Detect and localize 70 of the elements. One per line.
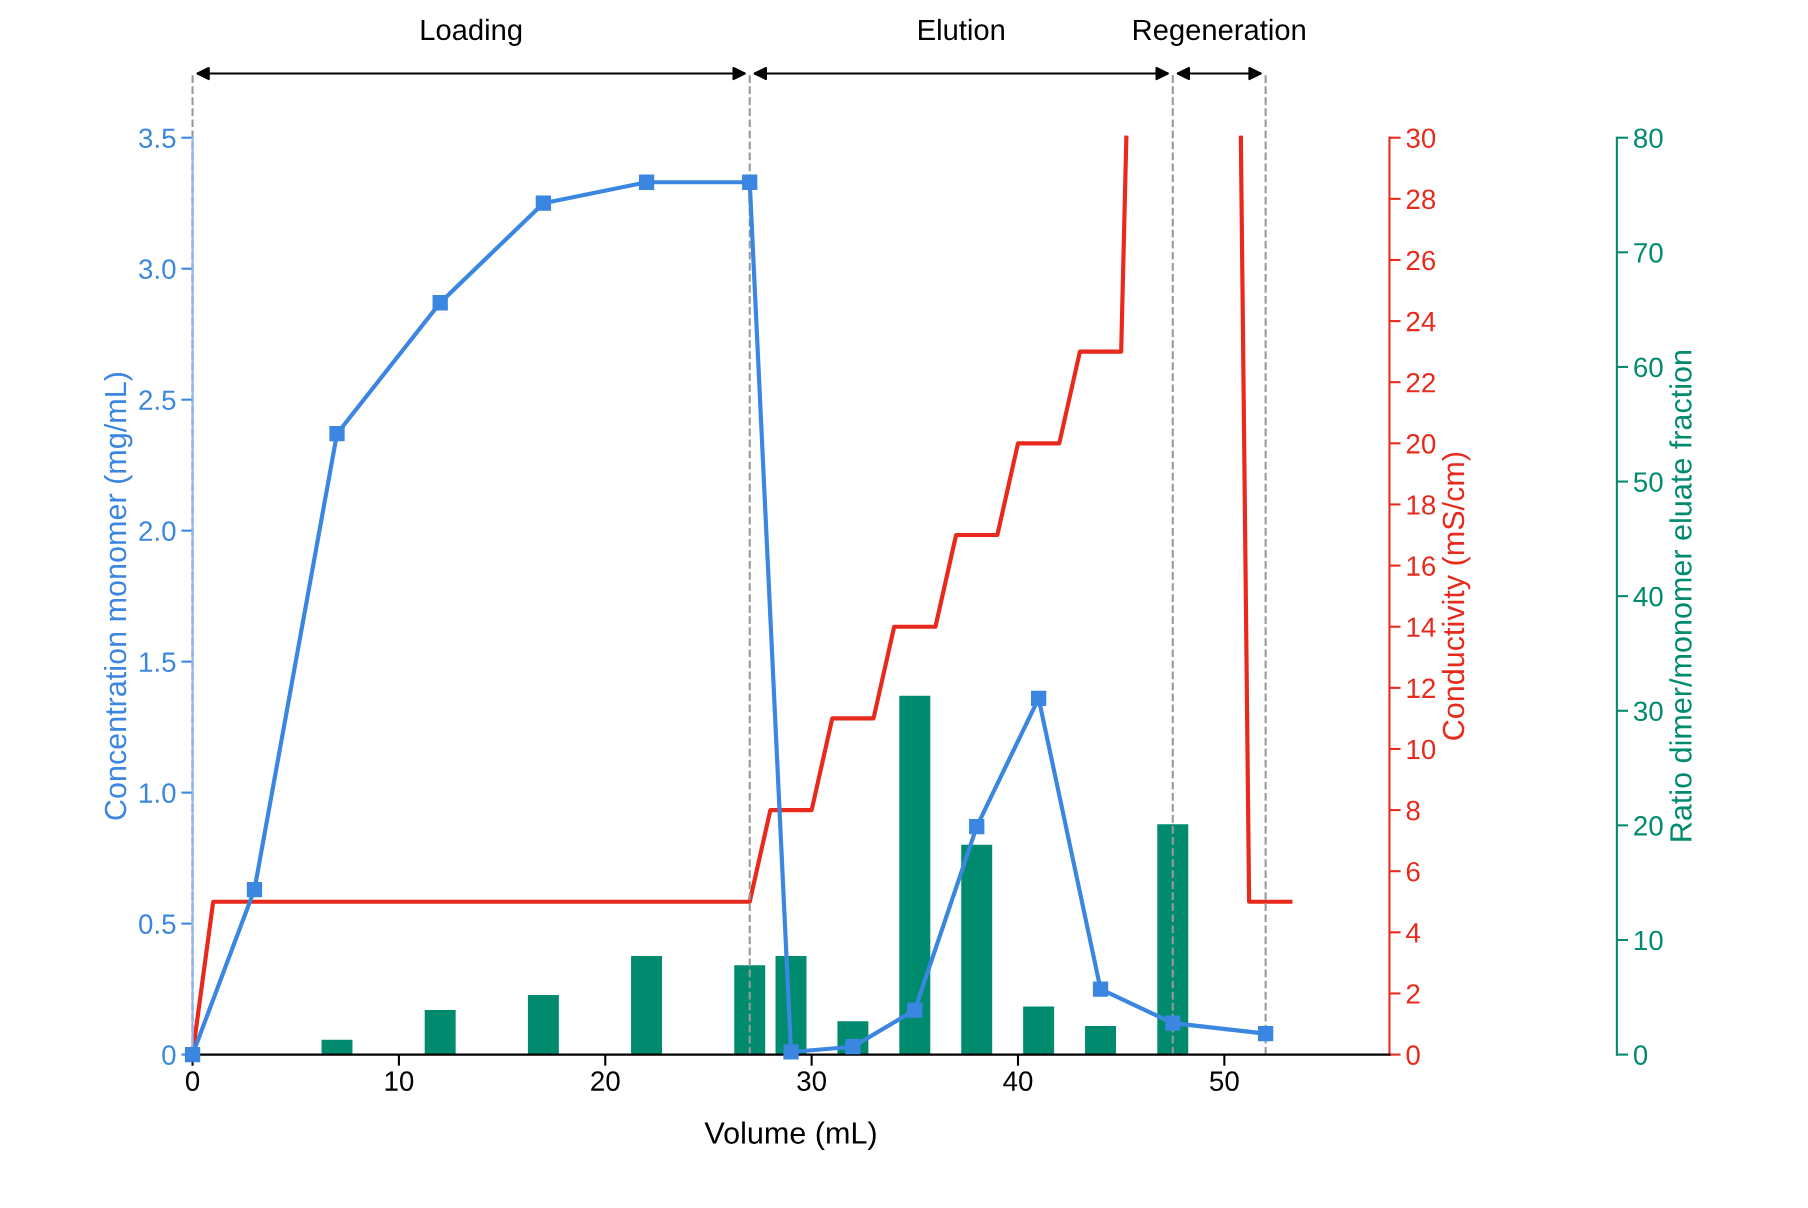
point bbox=[329, 426, 345, 442]
y-tick-label: 2.0 bbox=[139, 521, 176, 541]
bar bbox=[424, 1009, 456, 1055]
y2-tick-label: 30 bbox=[1406, 128, 1436, 149]
bar bbox=[631, 956, 663, 1055]
y-tick-label: 0 bbox=[162, 1045, 176, 1065]
y2-tick-label: 16 bbox=[1407, 556, 1436, 576]
point bbox=[246, 881, 263, 898]
point bbox=[907, 1002, 923, 1018]
x-axis-title: Volume (mL) bbox=[704, 1121, 876, 1150]
y2-tick-label: 24 bbox=[1406, 311, 1436, 332]
y2-axis-title: Conductivity (mS/cm) bbox=[1441, 452, 1471, 740]
point bbox=[783, 1044, 799, 1060]
text: Loading bbox=[421, 18, 522, 47]
y3-tick-label: 20 bbox=[1634, 816, 1663, 836]
x-tick-label: 10 bbox=[385, 1071, 414, 1091]
y-tick-label: 0.5 bbox=[139, 914, 176, 934]
point bbox=[969, 819, 985, 835]
bar bbox=[899, 695, 931, 1055]
x-tick-label: 50 bbox=[1210, 1071, 1239, 1091]
y2-tick-label: 14 bbox=[1407, 617, 1436, 637]
x-tick-label: 30 bbox=[797, 1071, 826, 1091]
y3-tick-label: 80 bbox=[1634, 128, 1663, 149]
y-tick-label: 3.5 bbox=[139, 128, 176, 149]
point bbox=[845, 1039, 861, 1055]
point bbox=[1257, 1025, 1274, 1042]
y3-tick-label: 60 bbox=[1634, 357, 1663, 378]
y-tick-label: 1.5 bbox=[140, 652, 176, 672]
y3-tick-label: 50 bbox=[1633, 472, 1663, 492]
y-tick-label: 1.0 bbox=[140, 783, 176, 803]
point bbox=[1030, 690, 1047, 706]
y2-tick-label: 20 bbox=[1406, 434, 1436, 454]
point bbox=[742, 174, 758, 190]
point bbox=[535, 195, 552, 211]
bar bbox=[1157, 824, 1189, 1055]
point bbox=[638, 174, 655, 190]
text: Elution bbox=[919, 18, 1004, 41]
y3-tick-label: 10 bbox=[1634, 930, 1663, 951]
bar bbox=[321, 1039, 353, 1055]
y2-tick-label: 0 bbox=[1406, 1045, 1420, 1065]
y2-tick-label: 8 bbox=[1406, 800, 1420, 821]
y3-tick-label: 40 bbox=[1633, 586, 1663, 607]
point bbox=[432, 295, 448, 311]
y2-tick-label: 18 bbox=[1407, 495, 1436, 515]
bar bbox=[734, 965, 766, 1055]
y-tick-label: 2.5 bbox=[139, 390, 176, 411]
y3-axis-title: Ratio dimer/monomer eluate fraction bbox=[1669, 351, 1692, 841]
bar bbox=[527, 994, 559, 1055]
point bbox=[1092, 981, 1109, 997]
bar bbox=[961, 844, 993, 1055]
y2-tick-label: 6 bbox=[1406, 861, 1420, 882]
y3-tick-label: 0 bbox=[1633, 1045, 1648, 1065]
y3-tick-label: 70 bbox=[1634, 242, 1663, 263]
y-axis-title: Concentration monomer (mg/mL) bbox=[103, 373, 133, 820]
y-tick-label: 3.0 bbox=[139, 259, 176, 280]
y2-tick-label: 4 bbox=[1406, 923, 1421, 943]
bar bbox=[1023, 1006, 1055, 1055]
y2-tick-label: 22 bbox=[1406, 372, 1435, 393]
y2-tick-label: 28 bbox=[1406, 189, 1436, 210]
y2-tick-label: 2 bbox=[1406, 984, 1420, 1004]
x-tick-label: 0 bbox=[185, 1071, 200, 1091]
text: Regeneration bbox=[1134, 18, 1305, 47]
bar bbox=[1085, 1025, 1117, 1055]
y3-tick-label: 30 bbox=[1633, 701, 1663, 722]
y2-tick-label: 12 bbox=[1407, 678, 1435, 698]
y2-tick-label: 26 bbox=[1406, 250, 1436, 271]
y2-tick-label: 10 bbox=[1407, 739, 1436, 760]
x-tick-label: 40 bbox=[1003, 1071, 1033, 1091]
x-tick-label: 20 bbox=[591, 1071, 620, 1091]
point bbox=[1165, 1015, 1181, 1031]
